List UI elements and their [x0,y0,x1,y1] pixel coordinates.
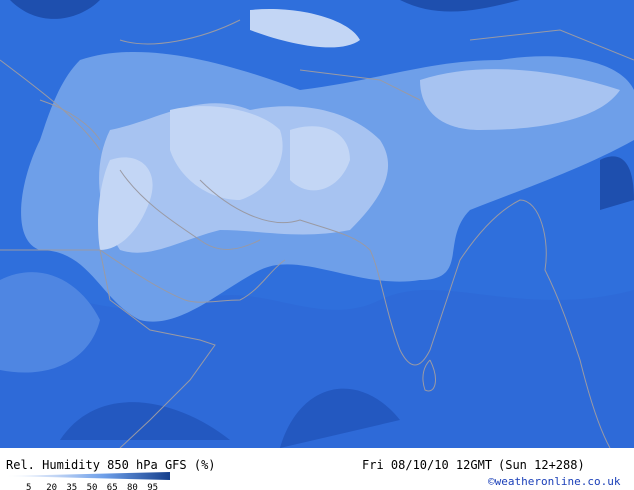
legend-label: 95 [147,483,158,490]
map [0,0,634,449]
legend-label: 50 [87,483,98,490]
legend-label: 35 [66,483,77,490]
map-title: Rel. Humidity 850 hPa GFS (%) [6,458,216,472]
legend: 5 20 35 50 65 80 95 [26,483,158,490]
legend-label: 65 [107,483,118,490]
legend-label: 5 [26,483,31,490]
credit: ©weatheronline.co.uk [488,475,621,488]
legend-label: 20 [46,483,57,490]
legend-bar [5,472,170,480]
valid-time: Fri 08/10/10 12GMT [362,458,492,472]
legend-label: 80 [127,483,138,490]
footer [0,448,634,490]
forecast-step: (Sun 12+288) [498,458,585,472]
